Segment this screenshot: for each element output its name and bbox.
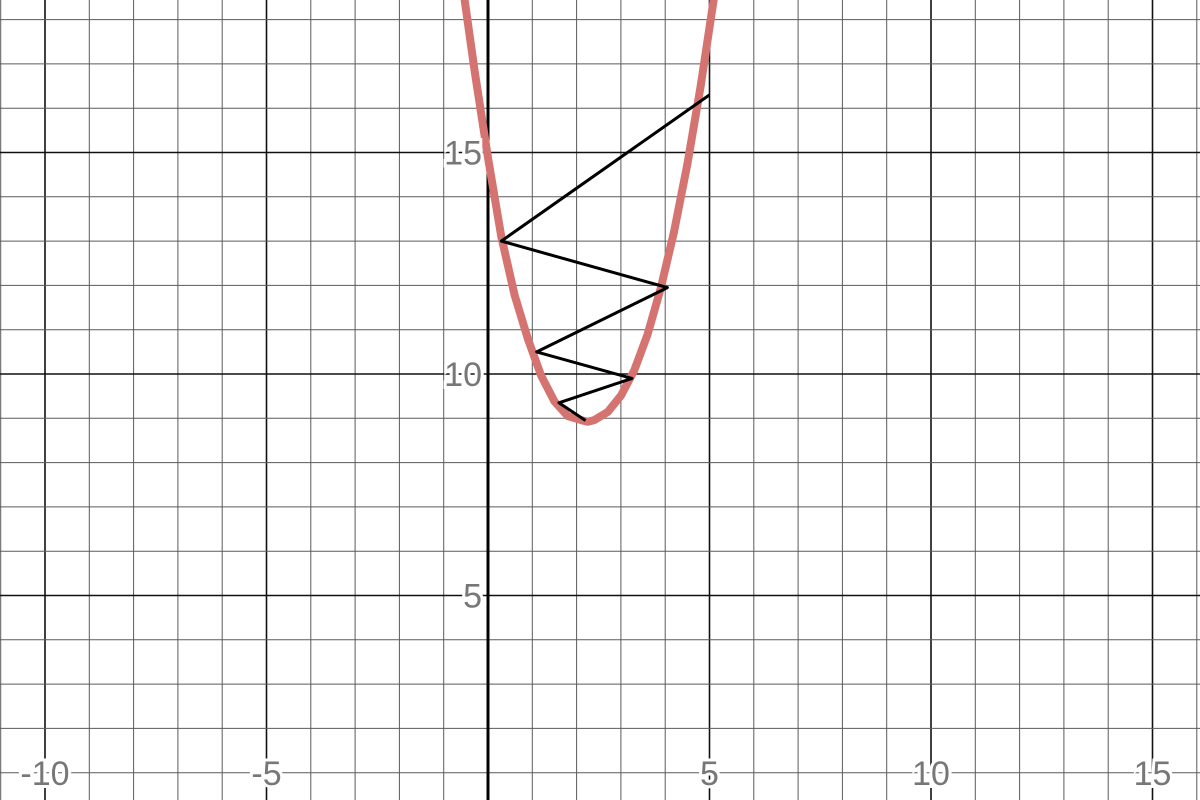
x-tick-label-5: 5 <box>700 755 719 793</box>
x-tick-label--10: -10 <box>20 755 69 793</box>
y-tick-label-15: 15 <box>444 135 482 173</box>
parabola-curve <box>460 0 718 426</box>
x-tick-label--5: -5 <box>251 755 281 793</box>
tick-labels: -10 -5 5 10 15 5 10 15 <box>17 132 1174 797</box>
x-tick-label-10: 10 <box>912 755 950 793</box>
cobweb-polyline <box>499 93 711 422</box>
y-tick-label-10: 10 <box>444 356 482 394</box>
series-layer <box>460 0 718 426</box>
x-tick-label-15: 15 <box>1134 755 1172 793</box>
y-tick-label-5: 5 <box>463 578 482 616</box>
